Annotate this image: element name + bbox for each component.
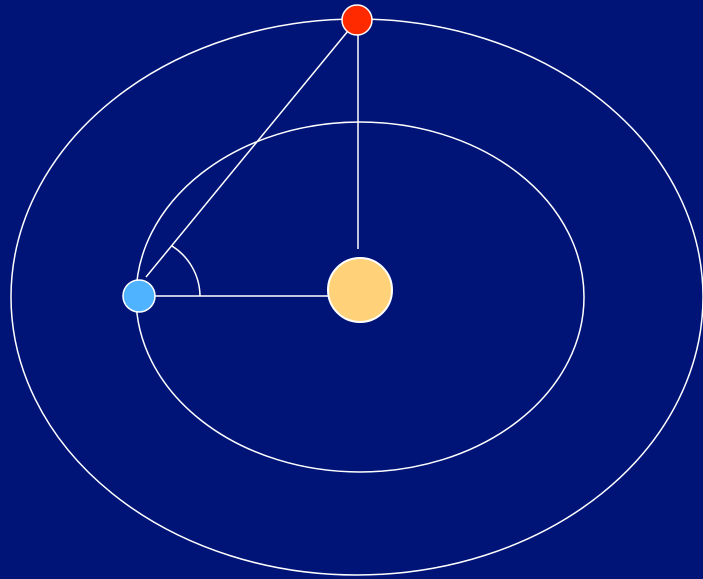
outer-planet [341, 4, 373, 36]
angle-arc [171, 245, 201, 297]
line-of-sight [145, 19, 358, 278]
inner-planet [122, 279, 156, 313]
sun [327, 257, 393, 323]
